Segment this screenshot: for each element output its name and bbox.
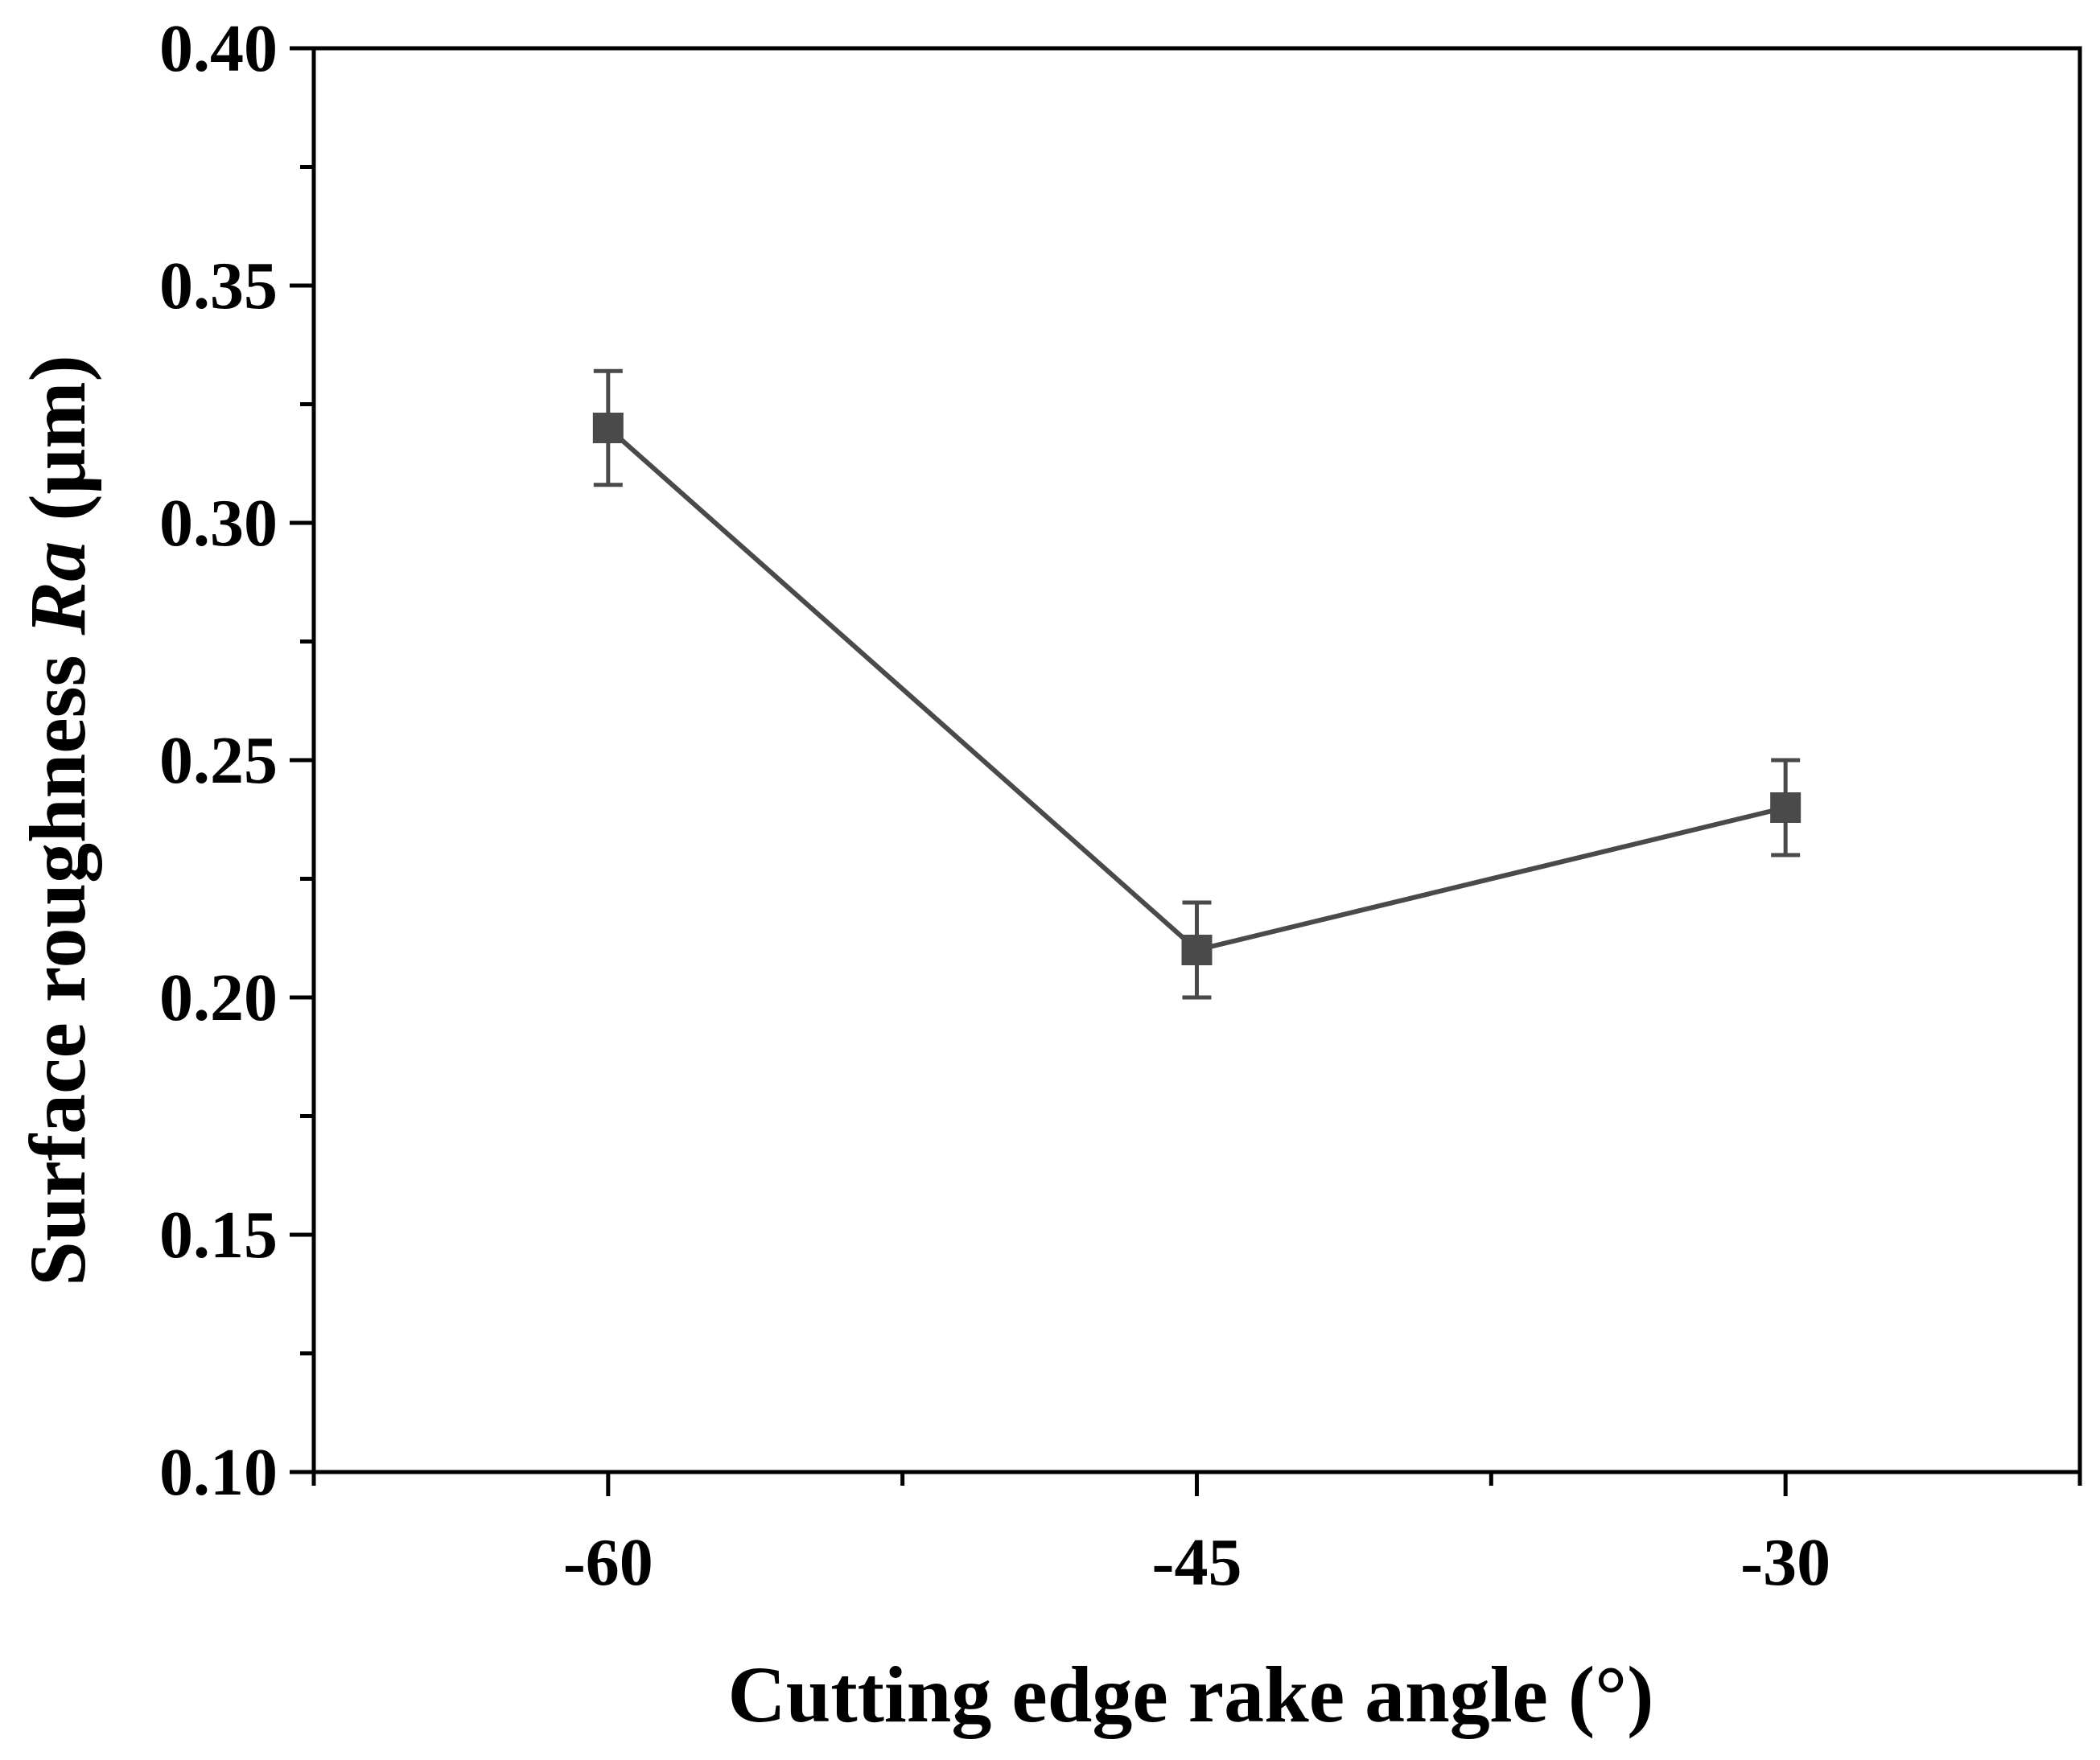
y-tick-label: 0.15 xyxy=(159,1198,278,1273)
y-tick-label: 0.40 xyxy=(159,11,278,86)
y-tick-label: 0.10 xyxy=(159,1435,278,1510)
plot-frame xyxy=(311,46,2082,1474)
y-axis-title-part-2: Ra xyxy=(13,541,102,636)
series-layer xyxy=(592,368,1801,1000)
x-axis-title: Cutting edge rake angle (°) xyxy=(728,1650,1654,1739)
y-tick-label: 0.25 xyxy=(159,723,278,798)
axes: 0.10 0.15 0.20 0.25 0.30 0.35 0.40 -60 -45 -30 xyxy=(159,11,2082,1600)
y-axis-title-part-3: (μm) xyxy=(13,355,102,541)
data-point-marker xyxy=(592,413,624,443)
x-tick-label: -30 xyxy=(1740,1525,1830,1600)
x-tick-label: -45 xyxy=(1152,1525,1242,1600)
y-axis-title: Surface roughness Ra (μm) xyxy=(13,355,102,1286)
series-line xyxy=(606,426,1786,953)
y-tick-label: 0.30 xyxy=(159,486,278,561)
data-point-marker xyxy=(1770,792,1801,823)
y-tick-label: 0.20 xyxy=(159,960,278,1035)
data-point-marker xyxy=(1181,935,1213,965)
x-tick-label: -60 xyxy=(563,1525,653,1600)
y-axis-title-part-1: Surface roughness xyxy=(13,635,102,1285)
y-tick-label: 0.35 xyxy=(159,249,278,323)
